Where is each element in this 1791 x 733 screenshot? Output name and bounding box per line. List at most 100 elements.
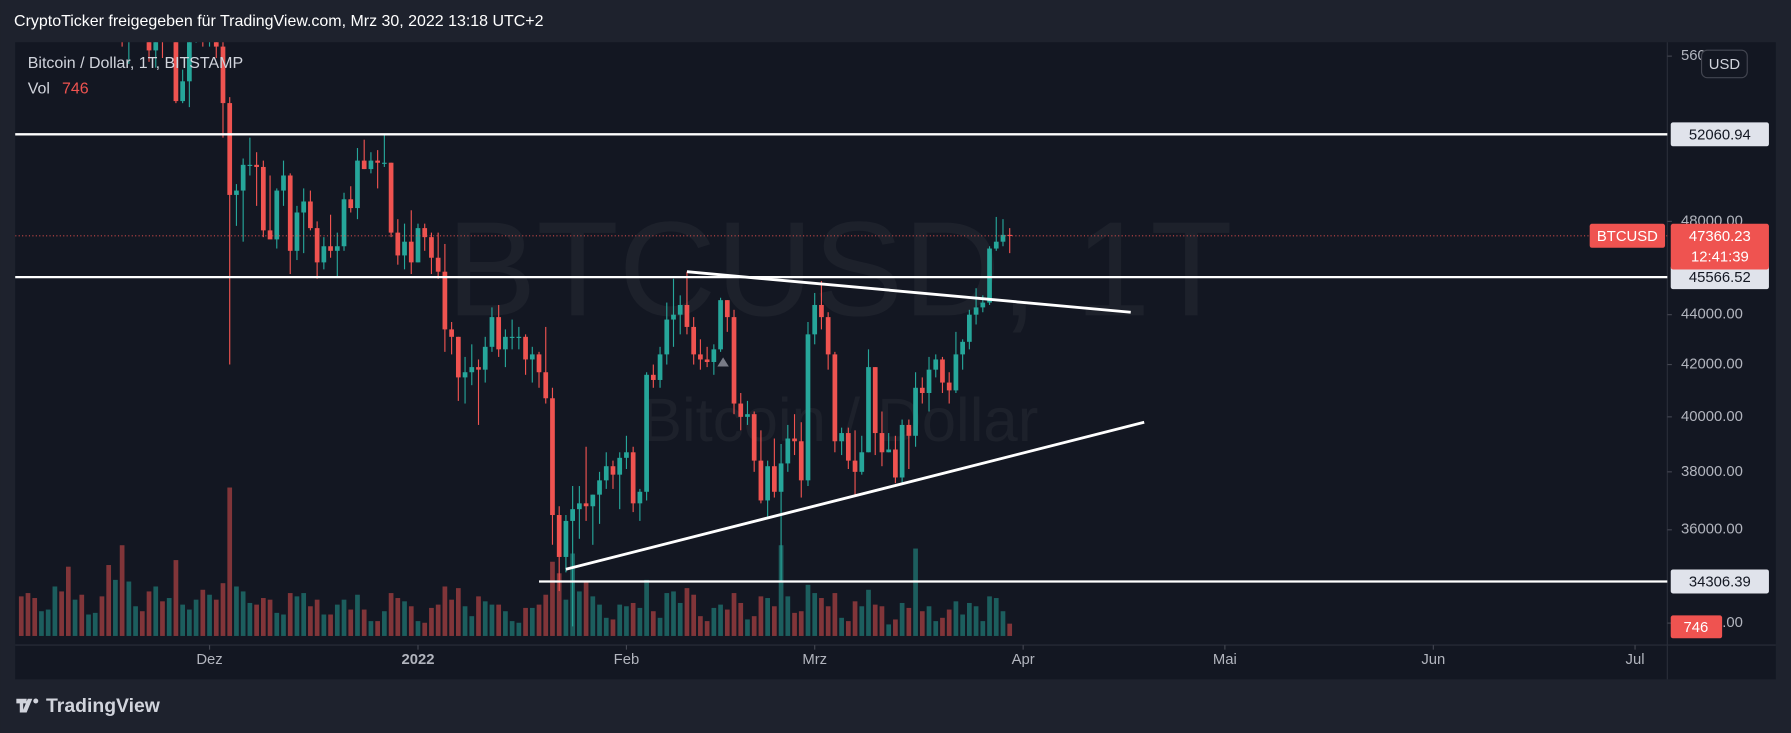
- volume-bar: [382, 611, 387, 636]
- candle-body: [281, 175, 286, 191]
- candle-body: [583, 503, 589, 507]
- candle-body: [812, 304, 818, 335]
- candle-body: [926, 369, 932, 394]
- candle-body: [677, 304, 683, 315]
- volume-bar: [852, 601, 858, 636]
- candle-body: [422, 228, 428, 238]
- candle-body: [630, 452, 636, 504]
- volume-bar: [583, 581, 589, 636]
- candle-body: [913, 387, 918, 436]
- volume-bar: [435, 604, 441, 636]
- candle-body: [792, 438, 797, 442]
- candle-body: [967, 314, 972, 342]
- volume-bar: [792, 612, 797, 636]
- volume-bar: [879, 606, 885, 636]
- logo: [16, 698, 40, 713]
- horizontal-line-label: 52060.94: [1689, 127, 1751, 143]
- candle-body: [852, 460, 858, 472]
- candle-body: [603, 466, 609, 481]
- volume-bar: [496, 604, 502, 636]
- volume-bar: [126, 581, 132, 636]
- x-tick-label: Feb: [614, 652, 640, 668]
- candle-body: [375, 160, 380, 163]
- candle-body: [758, 460, 764, 501]
- volume-bar: [227, 487, 233, 636]
- volume-bar: [388, 593, 394, 636]
- candle-body: [213, 42, 219, 47]
- volume-bar: [207, 594, 212, 636]
- volume-bar: [819, 598, 824, 636]
- y-tick-label: 38000.00: [1681, 464, 1743, 480]
- candle-body: [482, 346, 488, 370]
- volume-bar: [523, 607, 528, 636]
- currency-button[interactable]: [1701, 49, 1748, 79]
- candle-body: [684, 304, 690, 327]
- volume-bar: [166, 598, 172, 636]
- candle-body: [227, 103, 233, 195]
- x-tick-label: 2022: [401, 652, 434, 668]
- volume-bar: [946, 609, 952, 636]
- candle-body: [442, 271, 448, 330]
- candle-body: [798, 441, 804, 481]
- candle-body: [146, 42, 152, 51]
- overlay: [15, 133, 1668, 583]
- volume-bar: [375, 621, 380, 636]
- candle-body: [577, 503, 582, 510]
- candle-body: [637, 491, 643, 504]
- volume-bar: [139, 611, 145, 636]
- volume-bar: [72, 599, 78, 636]
- volume-bar: [832, 593, 838, 636]
- volume-bar: [1000, 611, 1006, 636]
- volume-bar: [25, 593, 31, 636]
- volume-bar: [92, 612, 98, 636]
- watermark: BTCUSD, 1T: [447, 193, 1233, 344]
- volume-bar: [805, 584, 811, 636]
- y-tick-label: 42000.00: [1681, 356, 1743, 372]
- volume-bar: [718, 604, 723, 636]
- candle-body: [657, 354, 663, 380]
- horizontal-line-label: 34306.39: [1689, 575, 1751, 591]
- countdown: 12:41:39: [1691, 249, 1749, 265]
- volume-bar: [872, 604, 878, 636]
- candle-body: [563, 520, 569, 557]
- candle-body: [334, 246, 340, 251]
- y-tick-label: 36000.00: [1681, 522, 1743, 538]
- volume-bar: [859, 606, 865, 636]
- volume-legend: Vol: [28, 80, 50, 97]
- logo-dot: [33, 698, 39, 704]
- candle-body: [247, 164, 253, 166]
- volume-bar: [153, 586, 159, 636]
- candle-body: [617, 457, 623, 475]
- volume-bar: [778, 545, 784, 636]
- candle-body: [429, 237, 434, 258]
- volume-bar: [906, 607, 912, 636]
- candle-body: [980, 302, 986, 308]
- volume-bar: [550, 561, 555, 636]
- volume-bar: [220, 583, 226, 636]
- candle-body: [953, 354, 959, 391]
- candle-body: [509, 336, 515, 338]
- last-price-label: 47360.23: [1689, 229, 1751, 245]
- candle-body: [886, 449, 892, 453]
- volume-bar: [281, 614, 286, 636]
- x-tick-label: Mrz: [802, 652, 827, 668]
- candle-body: [832, 354, 838, 442]
- candle-body: [395, 232, 401, 256]
- candle-body: [234, 190, 239, 195]
- volume-bar: [455, 588, 461, 636]
- volume-bar: [637, 607, 643, 636]
- candle-body: [402, 241, 407, 256]
- volume-bar: [476, 596, 481, 636]
- event-marker: [717, 357, 729, 367]
- candle-body: [536, 354, 542, 373]
- y-tick-label: 44000.00: [1681, 307, 1743, 323]
- volume-bar: [1007, 623, 1013, 636]
- candle-body: [516, 336, 522, 338]
- volume-bar: [408, 606, 414, 636]
- volume-bar: [758, 596, 764, 636]
- volume-bar: [785, 596, 791, 636]
- candle-body: [805, 334, 811, 481]
- volume-bar: [274, 612, 280, 636]
- candle-body: [590, 494, 596, 507]
- volume-bar: [361, 609, 367, 636]
